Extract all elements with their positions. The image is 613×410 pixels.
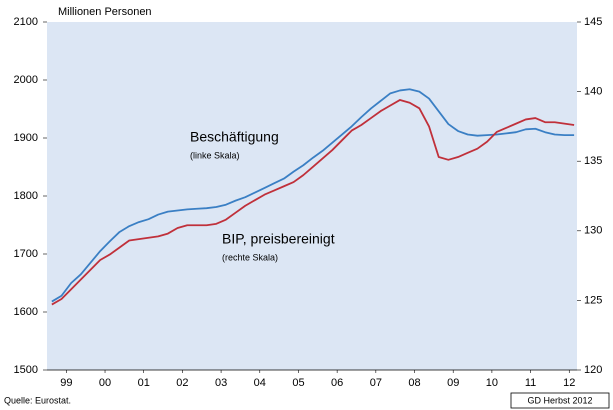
x-tick-label: 08 xyxy=(408,377,420,389)
y2-tick-label: 135 xyxy=(584,155,602,167)
x-tick-label: 07 xyxy=(370,377,382,389)
y-tick-label: 1800 xyxy=(14,190,38,202)
x-tick-label: 99 xyxy=(60,377,72,389)
y-tick-label: 1500 xyxy=(14,364,38,376)
x-tick-label: 01 xyxy=(138,377,150,389)
x-tick-label: 06 xyxy=(331,377,343,389)
x-tick-label: 09 xyxy=(447,377,459,389)
x-tick-label: 02 xyxy=(176,377,188,389)
note: GD Herbst 2012 xyxy=(527,395,592,405)
x-tick-label: 11 xyxy=(525,377,536,389)
y2-tick-label: 140 xyxy=(584,86,602,98)
y-tick-label: 2000 xyxy=(14,74,38,86)
plot-area xyxy=(47,22,577,370)
x-tick-label: 03 xyxy=(215,377,227,389)
y-tick-label: 1600 xyxy=(14,306,38,318)
x-tick-label: 05 xyxy=(292,377,304,389)
y-axis-label: Millionen Personen xyxy=(58,6,152,18)
annotation: (linke Skala) xyxy=(190,150,240,160)
annotation: BIP, preisbereinigt xyxy=(222,231,335,247)
series-line xyxy=(51,99,575,306)
annotation: (rechte Skala) xyxy=(222,252,278,262)
y2-tick-label: 145 xyxy=(584,16,602,28)
series-line xyxy=(51,88,575,303)
note-box xyxy=(510,392,610,409)
y-tick-label: 2100 xyxy=(14,16,38,28)
y2-tick-label: 120 xyxy=(584,364,602,376)
source: Quelle: Eurostat. xyxy=(4,395,71,405)
x-tick-label: 04 xyxy=(254,377,266,389)
annotation: Beschäftigung xyxy=(190,129,279,145)
x-tick-label: 10 xyxy=(486,377,498,389)
x-tick-label: 00 xyxy=(99,377,111,389)
y-tick-label: 1700 xyxy=(14,248,38,260)
y2-tick-label: 130 xyxy=(584,225,602,237)
x-tick-label: 12 xyxy=(563,377,575,389)
y-tick-label: 1900 xyxy=(14,132,38,144)
y2-tick-label: 125 xyxy=(584,294,602,306)
